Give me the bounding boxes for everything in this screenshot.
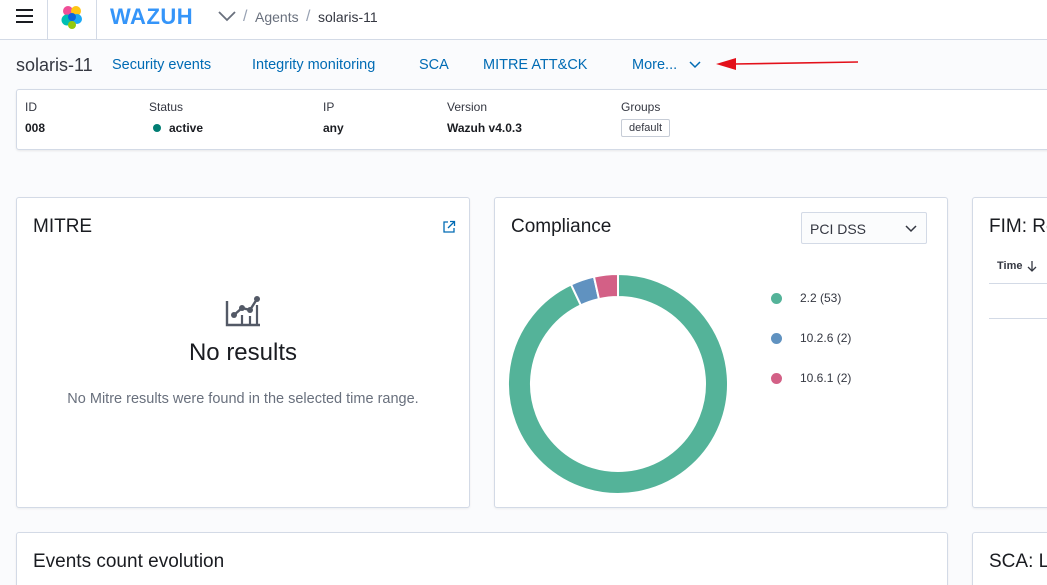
breadcrumb-current-agent: solaris-11 [318, 9, 378, 25]
status-label: Status [149, 100, 184, 114]
ip-label: IP [323, 100, 335, 114]
tab-sca[interactable]: SCA [419, 57, 449, 73]
chevron-down-icon[interactable] [217, 9, 237, 23]
fim-panel: FIM: Re Time [972, 197, 1047, 508]
external-link-icon[interactable] [442, 220, 456, 234]
agent-version-field: Version Wazuh v4.0.3 [447, 100, 522, 135]
group-badge[interactable]: default [621, 119, 671, 137]
time-column-label: Time [997, 260, 1023, 272]
divider [96, 0, 97, 40]
legend-dot-icon [771, 372, 782, 384]
top-navigation-bar: WAZUH / Agents / solaris-11 [0, 0, 1047, 40]
status-dot-icon [153, 124, 161, 132]
version-value: Wazuh v4.0.3 [447, 121, 522, 135]
mitre-panel-title: MITRE [33, 216, 93, 237]
empty-state-text: No Mitre results were found in the selec… [67, 391, 419, 407]
agent-status-field: Status active [149, 100, 203, 135]
groups-label: Groups [621, 100, 661, 114]
legend-dot-icon [771, 332, 782, 344]
tab-integrity-monitoring[interactable]: Integrity monitoring [252, 57, 376, 73]
chevron-down-icon[interactable] [688, 59, 702, 71]
agent-name-title: solaris-11 [16, 55, 93, 75]
empty-state-title: No results [188, 339, 298, 366]
breadcrumb-agents[interactable]: Agents [255, 9, 299, 25]
donut-slice-10.6.1[interactable] [592, 273, 619, 301]
legend-label: 10.6.1 (2) [800, 371, 852, 385]
tab-security-events[interactable]: Security events [112, 57, 212, 73]
agent-id-field: ID 008 [25, 100, 45, 135]
table-divider [989, 283, 1047, 284]
compliance-panel-title: Compliance [511, 216, 612, 237]
ip-value: any [323, 121, 344, 135]
agent-info-bar: ID 008 Status active IP any Version Wazu… [16, 89, 1047, 150]
sca-panel: SCA: La [972, 532, 1047, 585]
legend-dot-icon [771, 292, 782, 304]
breadcrumb-separator: / [306, 8, 311, 25]
agent-groups-field: Groups default [621, 100, 671, 137]
table-divider [989, 318, 1047, 319]
mitre-panel: MITRE No results No Mitre results were f… [16, 197, 470, 508]
legend-label: 2.2 (53) [800, 291, 842, 305]
compliance-panel: Compliance PCI DSS 2.2 (53) 10.2.6 (2) 10.… [494, 197, 948, 508]
tab-more[interactable]: More... [632, 57, 678, 73]
breadcrumb-separator: / [243, 8, 248, 25]
version-label: Version [447, 100, 488, 114]
legend-item-10.6.1[interactable]: 10.6.1 (2) [771, 358, 851, 398]
agent-ip-field: IP any [323, 100, 344, 135]
events-panel-title: Events count evolution [33, 551, 225, 572]
events-count-panel: Events count evolution [16, 532, 948, 585]
chevron-down-icon [905, 225, 917, 233]
legend-label: 10.2.6 (2) [800, 331, 852, 345]
status-value-row: active [149, 121, 203, 135]
status-value: active [169, 121, 204, 135]
menu-icon[interactable] [16, 9, 33, 23]
compliance-donut-chart [507, 273, 729, 495]
compliance-standard-select[interactable]: PCI DSS [801, 212, 927, 244]
id-value: 008 [25, 121, 46, 135]
tab-mitre-attack[interactable]: MITRE ATT&CK [483, 57, 588, 73]
annotation-arrow-icon [716, 58, 859, 70]
kibana-logo-icon[interactable] [60, 4, 84, 30]
arrow-down-icon [1028, 261, 1037, 272]
sca-panel-title: SCA: La [989, 551, 1047, 572]
chart-legend: 2.2 (53) 10.2.6 (2) 10.6.1 (2) [771, 278, 851, 398]
legend-item-2.2[interactable]: 2.2 (53) [771, 278, 851, 318]
donut-slice-2.2[interactable] [507, 273, 729, 495]
legend-item-10.2.6[interactable]: 10.2.6 (2) [771, 318, 851, 358]
time-column-header[interactable]: Time [997, 260, 1038, 272]
fim-panel-title: FIM: Re [989, 216, 1047, 237]
selected-standard: PCI DSS [810, 221, 867, 237]
wazuh-logo[interactable]: WAZUH [110, 4, 194, 29]
id-label: ID [25, 100, 37, 114]
divider [47, 0, 48, 40]
visualization-icon [225, 296, 260, 327]
